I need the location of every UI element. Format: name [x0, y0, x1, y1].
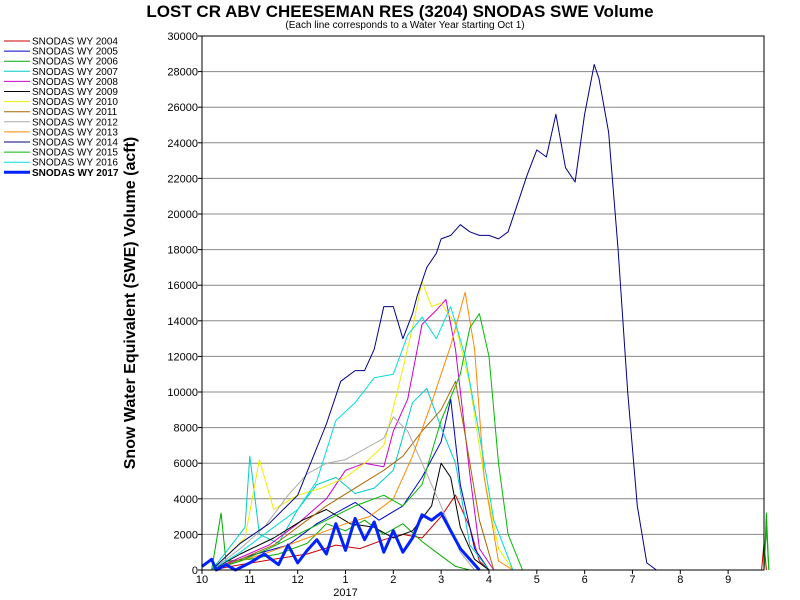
- y-tick-label: 28000: [167, 67, 198, 79]
- series-line-snodas-wy-2012: [211, 416, 475, 571]
- y-tick-label: 12000: [167, 351, 198, 363]
- series-line-snodas-wy-2009: [211, 462, 490, 571]
- legend-label: SNODAS WY 2005: [32, 47, 118, 58]
- legend-label: SNODAS WY 2015: [32, 148, 118, 159]
- y-tick-label: 30000: [167, 31, 198, 43]
- x-tick-label: 12: [292, 574, 304, 586]
- x-tick-label: 2: [390, 574, 396, 586]
- legend-label: SNODAS WY 2009: [32, 87, 118, 98]
- y-tick-label: 24000: [167, 138, 198, 150]
- y-tick-label: 16000: [167, 280, 198, 292]
- legend-label: SNODAS WY 2014: [32, 138, 118, 149]
- legend-label: SNODAS WY 2016: [32, 158, 118, 169]
- y-tick-label: 6000: [174, 458, 198, 470]
- grid-lines: [198, 35, 764, 574]
- y-tick-label: 8000: [174, 423, 198, 435]
- x-tick-label: 5: [534, 574, 540, 586]
- series-line-snodas-wy-2010: [211, 281, 514, 571]
- series-line-snodas-wy-2008: [211, 298, 495, 571]
- x-year-label: 2017: [333, 587, 357, 599]
- series-line-snodas-wy-2011: [211, 380, 495, 571]
- y-tick-label: 10000: [167, 387, 198, 399]
- legend-label: SNODAS WY 2006: [32, 57, 118, 68]
- series-line-snodas-wy-2015: [211, 313, 770, 571]
- chart-subtitle: (Each line corresponds to a Water Year s…: [285, 20, 525, 31]
- series-line-snodas-wy-2006: [211, 512, 770, 571]
- y-tick-label: 2000: [174, 529, 198, 541]
- y-tick-label: 18000: [167, 245, 198, 257]
- y-tick-label: 0: [192, 565, 198, 577]
- series-line-snodas-wy-2007: [211, 387, 490, 571]
- series-line-snodas-wy-2013: [211, 291, 514, 571]
- y-tick-labels: 0 2000 4000 6000 8000 10000 12000 14000 16000 180…: [167, 31, 198, 577]
- legend-label: SNODAS WY 2012: [32, 117, 118, 128]
- legend-label: SNODAS WY 2011: [32, 107, 118, 118]
- series-line-snodas-wy-2016: [211, 306, 514, 571]
- x-tick-label: 9: [725, 574, 731, 586]
- legend-label: SNODAS WY 2013: [32, 127, 118, 138]
- legend-label: SNODAS WY 2008: [32, 77, 118, 88]
- y-tick-label: 26000: [167, 102, 198, 114]
- x-tick-label: 4: [486, 574, 492, 586]
- x-tick-label: 11: [244, 574, 255, 586]
- x-tick-label: 8: [677, 574, 683, 586]
- y-tick-label: 14000: [167, 316, 198, 328]
- x-tick-label: 10: [196, 574, 208, 586]
- y-axis-label: Snow Water Equivalent (SWE) Volume (acft…: [122, 137, 139, 469]
- legend-label: SNODAS WY 2007: [32, 67, 118, 78]
- x-tick-label: 6: [582, 574, 588, 586]
- legend-label: SNODAS WY 2010: [32, 97, 118, 108]
- y-tick-label: 4000: [174, 494, 198, 506]
- x-tick-label: 1: [342, 574, 348, 586]
- series-line-snodas-wy-2017: [201, 511, 481, 572]
- x-tick-label: 7: [629, 574, 635, 586]
- x-tick-label: 3: [438, 574, 444, 586]
- legend-label: SNODAS WY 2004: [32, 37, 118, 48]
- series-line-snodas-wy-2014: [211, 64, 657, 571]
- x-tick-labels: 10 11 12 1 2 3 4 5 6 7 8 9: [196, 574, 731, 586]
- y-tick-label: 20000: [167, 209, 198, 221]
- plot-area-frame: [201, 35, 765, 571]
- series-lines: [201, 64, 770, 572]
- chart-title: LOST CR ABV CHEESEMAN RES (3204) SNODAS …: [146, 2, 654, 21]
- y-tick-label: 22000: [167, 173, 198, 185]
- series-line-snodas-wy-2005: [211, 398, 490, 571]
- legend-label: SNODAS WY 2017: [32, 168, 119, 179]
